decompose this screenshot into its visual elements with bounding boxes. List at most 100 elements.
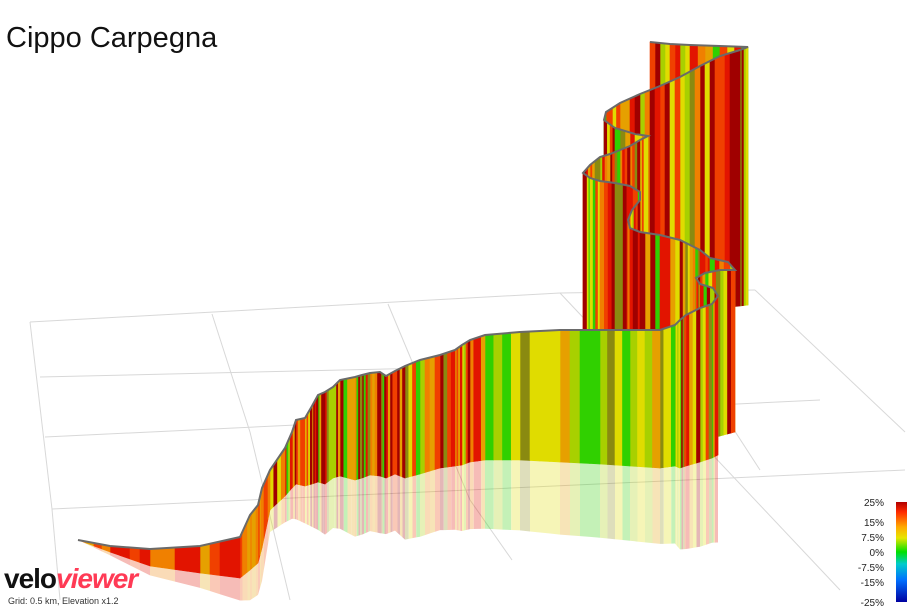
gradient-segment <box>402 365 406 479</box>
reflection-segment <box>485 460 494 530</box>
reflection-segment <box>260 551 261 588</box>
legend-label: 25% <box>863 498 884 509</box>
gradient-segment <box>294 419 297 486</box>
reflection-segment <box>313 483 315 529</box>
gradient-segment <box>614 329 623 466</box>
reflection-segment <box>300 485 303 523</box>
legend-label: -25% <box>860 598 884 609</box>
reflection-segment <box>700 448 704 540</box>
gradient-segment <box>622 329 631 467</box>
gradient-segment <box>390 371 394 477</box>
reflection-segment <box>698 446 699 538</box>
gradient-segment <box>309 404 313 485</box>
reflection-segment <box>697 445 698 537</box>
gradient-segment <box>745 46 749 306</box>
reflection-segment <box>645 467 653 544</box>
gradient-segment <box>719 269 725 437</box>
gradient-segment <box>302 417 306 487</box>
gradient-segment <box>255 504 259 566</box>
reflection-segment <box>443 467 448 531</box>
reflection-segment <box>242 574 245 601</box>
reflection-segment <box>460 465 462 531</box>
reflection-segment <box>712 457 714 543</box>
gradient-segment <box>493 333 503 461</box>
reflection-segment <box>175 569 188 585</box>
gradient-segment <box>447 350 452 468</box>
gradient-segment <box>369 372 373 476</box>
reflection-segment <box>386 477 389 535</box>
gradient-segment <box>467 339 471 464</box>
gradient-segment <box>330 386 334 481</box>
gradient-segment <box>699 306 704 463</box>
gradient-segment <box>582 172 586 353</box>
route-outline <box>77 41 749 551</box>
reflection-segment <box>384 477 386 535</box>
reflection-segment <box>230 576 240 601</box>
reflection-segment <box>713 456 715 543</box>
grid-line <box>469 499 513 561</box>
gradient-segment <box>269 463 275 511</box>
gradient-segment <box>199 543 211 575</box>
grid-line <box>211 313 251 433</box>
reflection-segment <box>590 463 600 538</box>
gradient-segment <box>443 352 448 468</box>
gradient-segment <box>652 329 661 469</box>
gradient-segment <box>412 361 417 477</box>
reflection-segment <box>502 460 512 530</box>
reflection-segment <box>240 576 243 601</box>
reflection-segment <box>351 479 355 537</box>
reflection-segment <box>364 476 366 534</box>
gradient-segment <box>273 458 278 508</box>
reflection-segment <box>600 464 608 539</box>
reflection-segment <box>292 487 293 519</box>
gradient-segment <box>289 431 293 491</box>
gradient-segment <box>374 371 378 477</box>
gradient-segment <box>480 334 486 461</box>
reflection-segment <box>395 474 398 533</box>
gradient-segment <box>450 349 456 467</box>
reflection-segment <box>377 475 380 534</box>
reflection-segment <box>140 562 150 576</box>
reflection-segment <box>458 465 461 531</box>
gradient-segment <box>377 371 381 477</box>
grid-scale-info: Grid: 0.5 km, Elevation x1.2 <box>8 596 119 606</box>
reflection-segment <box>470 461 474 530</box>
gradient-segment <box>502 332 512 461</box>
reflection-segment <box>366 475 368 533</box>
gradient-segment <box>702 305 707 462</box>
reflection-segment <box>667 466 672 544</box>
reflection-segment <box>150 566 163 579</box>
gradient-segment <box>539 330 551 462</box>
reflection-segment <box>405 477 409 540</box>
reflection-segment <box>338 476 340 529</box>
reflection-segment <box>302 485 305 524</box>
gradient-segment <box>229 536 241 579</box>
reflection-segment <box>560 462 570 536</box>
gradient-segment <box>372 372 376 476</box>
reflection-segment <box>520 460 530 532</box>
reflection-segment <box>266 519 268 557</box>
reflection-segment <box>684 466 686 550</box>
gradient-segment <box>484 333 495 461</box>
gradient-segment <box>359 374 363 479</box>
reflection-segment <box>285 494 287 523</box>
reflection-segment <box>456 465 459 531</box>
reflection-segment <box>264 529 266 569</box>
reflection-segment <box>637 466 645 543</box>
gradient-segment <box>429 355 436 472</box>
gradient-segment <box>459 344 463 466</box>
grid-line <box>51 469 906 510</box>
gradient-segment <box>347 377 352 480</box>
reflection-segment <box>298 484 301 522</box>
reflection-segment <box>86 543 94 548</box>
gradient-segment <box>404 364 410 479</box>
reflection-segment <box>250 568 252 601</box>
reflection-segment <box>210 574 220 595</box>
gradient-segment <box>678 319 681 469</box>
reflection-segment <box>400 476 403 538</box>
gradient-segment <box>716 295 719 457</box>
gradient-segment <box>685 312 690 467</box>
gradient-segment <box>510 331 521 461</box>
reflection-segment <box>680 467 682 550</box>
